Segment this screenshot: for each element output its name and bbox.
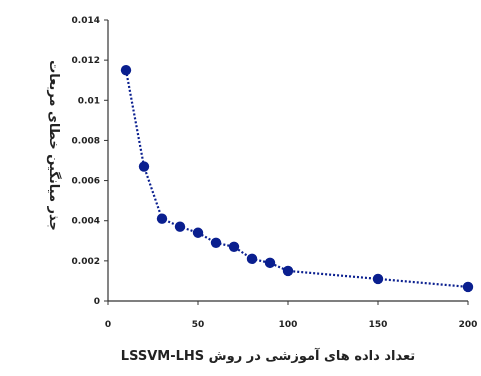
y-axis-ticks: 0 0.002 0.004 0.006 0.008 0.01 0.012 0.014 [72, 16, 108, 307]
data-point [210, 237, 222, 248]
data-point [246, 253, 258, 265]
axes [107, 20, 468, 302]
x-tick-label: 50 [192, 320, 205, 330]
x-axis-ticks: 0 50 100 150 200 [105, 301, 478, 330]
data-point [156, 213, 168, 224]
y-axis-title: جذر میانگین خطای مربعات [46, 60, 62, 231]
x-axis-title: تعداد داده های آموزشی در روش LSSVM-LHS [121, 347, 415, 364]
data-point [192, 227, 204, 238]
data-point [372, 273, 384, 285]
x-tick-label: 150 [369, 320, 388, 330]
y-tick-label: 0 [94, 297, 100, 307]
y-tick-label: 0.012 [72, 56, 100, 66]
data-point [228, 241, 240, 253]
data-point [174, 221, 186, 232]
y-tick-label: 0.01 [78, 96, 100, 106]
data-point [120, 64, 132, 76]
y-tick-label: 0.008 [72, 136, 100, 146]
data-point [462, 281, 474, 293]
series-points [120, 64, 474, 293]
x-tick-label: 0 [105, 320, 111, 330]
y-tick-label: 0.006 [72, 177, 100, 187]
y-tick-label: 0.014 [72, 16, 100, 26]
data-point [282, 265, 294, 277]
y-tick-label: 0.002 [72, 257, 100, 267]
y-tick-label: 0.004 [72, 217, 100, 227]
series-line [124, 69, 469, 288]
data-point [264, 257, 276, 269]
x-tick-label: 100 [279, 320, 298, 330]
x-tick-label: 200 [459, 320, 478, 330]
data-point [138, 161, 150, 172]
